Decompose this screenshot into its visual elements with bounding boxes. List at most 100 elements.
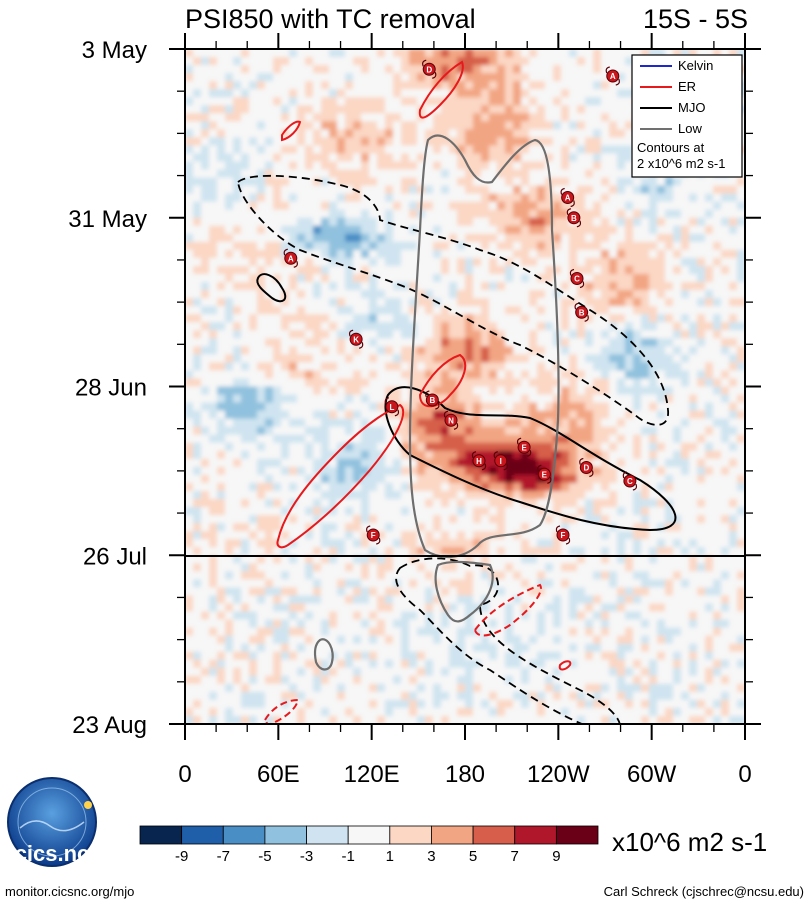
field-cell [321, 298, 330, 307]
field-cell [257, 145, 266, 155]
field-cell [297, 225, 306, 235]
field-cell [225, 177, 234, 187]
field-cell [489, 426, 498, 436]
field-cell [721, 249, 730, 259]
field-cell [633, 201, 642, 211]
field-cell [361, 177, 370, 187]
field-cell [537, 177, 546, 187]
field-cell [617, 201, 626, 211]
field-cell [449, 474, 458, 484]
field-cell [257, 225, 266, 235]
field-cell [433, 137, 442, 147]
field-cell [553, 57, 562, 66]
field-cell [601, 314, 610, 323]
field-cell [561, 209, 570, 219]
field-cell [321, 539, 330, 548]
field-cell [185, 370, 194, 380]
field-cell [281, 322, 290, 331]
field-cell [617, 338, 626, 347]
field-cell [233, 265, 242, 275]
field-cell [721, 410, 730, 420]
field-cell [241, 73, 250, 82]
field-cell [625, 298, 634, 307]
field-cell [593, 370, 602, 380]
field-cell [425, 137, 434, 147]
field-cell [433, 121, 442, 130]
field-cell [297, 450, 306, 460]
field-cell [737, 410, 745, 420]
field-cell [713, 458, 722, 468]
field-cell [401, 547, 410, 556]
field-cell [593, 378, 602, 388]
field-cell [345, 426, 354, 436]
field-cell [305, 458, 314, 468]
field-cell [249, 579, 258, 588]
field-cell [729, 322, 738, 331]
field-cell [529, 523, 538, 532]
field-cell [265, 257, 274, 267]
field-cell [361, 394, 370, 404]
field-cell [713, 362, 722, 372]
field-cell [697, 241, 706, 251]
field-cell [681, 290, 690, 299]
field-cell [593, 185, 602, 195]
field-cell [465, 105, 474, 114]
field-cell [417, 595, 426, 605]
field-cell [353, 346, 362, 355]
field-cell [545, 225, 554, 235]
field-cell [577, 499, 586, 508]
field-cell [617, 362, 626, 372]
field-cell [425, 193, 434, 203]
field-cell [257, 515, 266, 524]
field-cell [521, 81, 530, 90]
field-cell [521, 523, 530, 532]
field-cell [609, 346, 618, 355]
field-cell [537, 153, 546, 163]
field-cell [193, 555, 202, 564]
field-cell [281, 547, 290, 556]
field-cell [233, 89, 242, 98]
field-cell [217, 611, 226, 621]
field-cell [681, 466, 690, 476]
field-cell [593, 265, 602, 275]
field-cell [329, 169, 338, 179]
field-cell [377, 370, 386, 380]
field-cell [337, 105, 346, 114]
field-cell [201, 105, 210, 114]
field-cell [641, 571, 650, 580]
field-cell [537, 346, 546, 355]
field-cell [193, 153, 202, 163]
field-cell [641, 249, 650, 259]
field-cell [273, 531, 282, 540]
field-cell [193, 386, 202, 396]
field-cell [441, 539, 450, 548]
field-cell [345, 306, 354, 315]
field-cell [433, 386, 442, 396]
field-cell [457, 282, 466, 291]
field-cell [641, 346, 650, 355]
field-cell [385, 450, 394, 460]
field-cell [569, 547, 578, 556]
field-cell [457, 394, 466, 404]
field-cell [249, 322, 258, 331]
field-cell [713, 249, 722, 259]
field-cell [609, 241, 618, 251]
field-cell [377, 177, 386, 187]
field-cell [201, 330, 210, 339]
field-cell [505, 555, 514, 564]
field-cell [465, 161, 474, 171]
field-cell [273, 547, 282, 556]
field-cell [593, 531, 602, 540]
field-cell [393, 137, 402, 147]
field-cell [617, 595, 626, 605]
field-cell [289, 490, 298, 500]
field-cell [361, 346, 370, 355]
field-cell [537, 611, 546, 621]
field-cell [577, 330, 586, 339]
field-cell [337, 282, 346, 291]
field-cell [489, 595, 498, 605]
field-cell [393, 523, 402, 532]
field-cell [377, 346, 386, 355]
field-cell [281, 426, 290, 436]
field-cell [529, 442, 538, 452]
